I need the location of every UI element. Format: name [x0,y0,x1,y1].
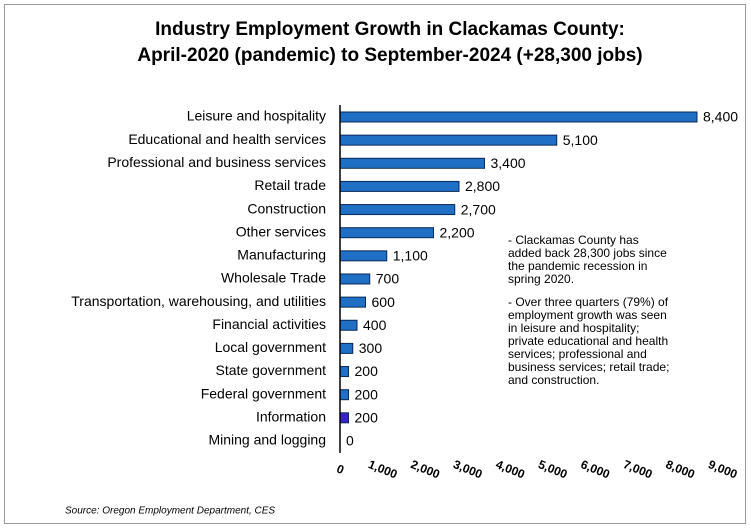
y-tick-label: State government [215,362,326,378]
annotation: employment growth was seen [508,308,667,322]
annotation: the pandemic recession in [508,259,647,273]
value-label: 5,100 [563,132,598,148]
value-label: 400 [363,317,387,333]
x-tick-label: 8,000 [664,457,697,481]
chart-border [4,4,746,524]
y-tick-label: Transportation, warehousing, and utiliti… [71,293,326,309]
value-label: 0 [346,433,354,449]
value-label: 2,800 [465,178,500,194]
value-label: 2,700 [461,201,496,217]
bar [339,180,460,192]
x-tick-label: 3,000 [451,457,484,481]
annotation: spring 2020. [508,272,574,286]
x-tick-label: 9,000 [706,457,739,481]
x-tick-label: 7,000 [621,457,654,481]
value-label: 300 [359,340,383,356]
y-tick-label: Local government [215,339,326,355]
y-tick-label: Retail trade [254,177,326,193]
x-tick-label: 2,000 [409,457,442,481]
bar [339,250,388,262]
bar [339,227,434,239]
x-tick-label: 1,000 [366,457,399,481]
y-tick-label: Professional and business services [107,154,326,170]
value-label: 200 [355,410,379,426]
x-tick-label: 5,000 [536,457,569,481]
y-tick-label: Manufacturing [237,247,326,263]
y-tick-label: Information [256,409,326,425]
bar [339,342,354,354]
bar [339,273,371,285]
chart-title: April-2020 (pandemic) to September-2024 … [137,45,642,66]
value-label: 700 [376,271,400,287]
annotation: and construction. [508,373,599,387]
y-tick-label: Financial activities [212,316,326,332]
source-note: Source: Oregon Employment Department, CE… [65,506,275,517]
bar [339,111,698,123]
annotation: private educational and health [508,334,668,348]
value-label: 200 [355,363,379,379]
x-tick-label: 4,000 [494,457,527,481]
bar [339,204,456,216]
y-tick-label: Federal government [201,385,326,401]
value-label: 2,200 [440,224,475,240]
x-tick-label: 6,000 [579,457,612,481]
chart-title: Industry Employment Growth in Clackamas … [155,19,625,40]
y-tick-label: Wholesale Trade [221,270,326,286]
bar [339,157,485,169]
x-tick-label: 0 [335,461,347,477]
annotation: services; professional and [508,347,647,361]
y-tick-label: Construction [247,200,326,216]
y-tick-label: Mining and logging [208,432,326,448]
bar [339,366,349,378]
y-tick-label: Leisure and hospitality [187,108,326,124]
annotation: added back 28,300 jobs since [508,246,667,260]
annotation: business services; retail trade; [508,360,669,374]
value-label: 1,100 [393,248,428,264]
bar [339,319,358,331]
value-label: 600 [372,294,396,310]
value-label: 8,400 [703,109,738,125]
annotation: - Over three quarters (79%) of [508,295,669,309]
y-tick-label: Other services [236,223,326,239]
value-label: 3,400 [491,155,526,171]
annotation: - Clackamas County has [508,233,639,247]
bar [339,412,349,424]
y-tick-label: Educational and health services [128,131,326,147]
value-label: 200 [355,386,379,402]
bar [339,296,366,308]
bar [339,389,349,401]
annotation: in leisure and hospitality; [508,321,639,335]
bar [339,134,558,146]
